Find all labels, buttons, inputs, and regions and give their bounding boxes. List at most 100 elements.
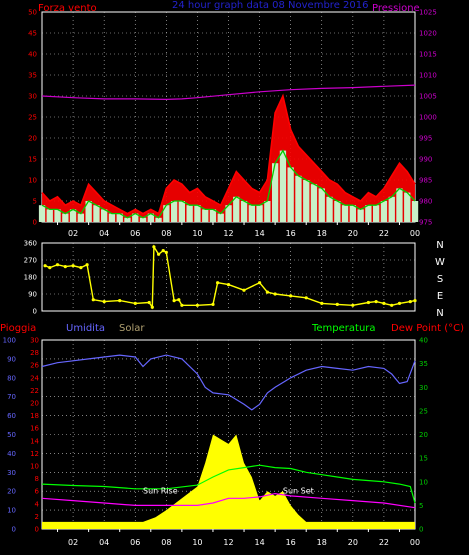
wind-speed-bar	[404, 192, 411, 222]
wind-y-tick-label: 10	[28, 177, 37, 185]
direction-point	[413, 299, 417, 303]
pressure-y-tick-label: 1000	[419, 114, 437, 122]
wind-gust-area	[42, 96, 415, 222]
direction-y-tick-label: 90	[28, 291, 37, 299]
wind-speed-bar	[240, 201, 248, 222]
pressure-y-tick-label: 1010	[419, 72, 437, 80]
wind-speed-bar	[209, 209, 217, 222]
wind-speed-bar	[178, 201, 185, 222]
wind-speed-bar	[116, 213, 123, 222]
direction-point	[351, 303, 355, 307]
wind-speed-bar	[62, 213, 69, 222]
climate-x-tick-label: 18	[317, 538, 327, 547]
wind-speed-bar	[194, 205, 201, 222]
pressure-line	[41, 84, 416, 101]
direction-y-tick-label: 180	[24, 274, 37, 282]
sunset-label: Sun Set	[283, 487, 314, 496]
wind-speed-bar	[46, 209, 53, 222]
pressure-y-tick-label: 1005	[419, 93, 437, 101]
sunrise-label: Sun Rise	[143, 487, 178, 496]
wind-speed-bar	[38, 205, 46, 222]
pressure-y-tick-label: 1025	[419, 9, 437, 17]
direction-point	[289, 294, 293, 298]
wind-x-tick-label: 18	[317, 229, 327, 238]
direction-point	[133, 301, 137, 305]
humidity-y-tick-label: 80	[7, 374, 16, 382]
legend-temperature: Temperatura	[311, 323, 376, 334]
climate-x-tick-label: 04	[99, 538, 109, 547]
wind-speed-bar	[217, 213, 224, 222]
wind-axis-title: Forza vento	[38, 3, 97, 14]
wind-speed-bar	[132, 213, 139, 222]
wind-x-tick-label: 02	[68, 229, 78, 238]
direction-point	[258, 281, 262, 285]
wind-speed-bar	[380, 201, 388, 222]
wind-axis-ticks: 0510152025303540455097598098599099510001…	[28, 9, 437, 239]
wind-average-line	[41, 149, 416, 219]
direction-point	[366, 300, 370, 305]
temperature-line	[41, 464, 416, 504]
direction-point	[195, 303, 199, 307]
direction-point	[304, 296, 308, 300]
direction-point	[177, 298, 181, 302]
direction-point	[408, 300, 412, 304]
wind-speed-bar	[85, 201, 92, 222]
rain-y-tick-label: 20	[30, 400, 39, 408]
climate-x-tick-label: 10	[192, 538, 202, 547]
temperature-y-tick-label: 25	[419, 407, 428, 415]
direction-point	[79, 266, 83, 270]
direction-points	[43, 244, 417, 310]
humidity-y-tick-label: 100	[3, 337, 16, 345]
rain-y-tick-label: 26	[30, 362, 39, 370]
compass-label: W	[435, 257, 445, 268]
legend-humidity: Umidita	[66, 323, 105, 334]
wind-speed-bar	[93, 205, 100, 222]
rain-y-tick-label: 16	[30, 425, 39, 433]
direction-y-tick-label: 0	[33, 308, 37, 316]
wind-speed-bar	[202, 209, 209, 222]
direction-point	[335, 302, 339, 306]
wind-y-tick-label: 35	[28, 72, 37, 80]
direction-point	[161, 249, 165, 253]
wind-speed-bar	[272, 163, 279, 222]
pressure-y-tick-label: 975	[419, 219, 432, 227]
wind-speed-bar	[108, 213, 116, 222]
temperature-y-tick-label: 15	[419, 455, 428, 463]
direction-point	[216, 281, 220, 285]
direction-point	[152, 245, 156, 249]
humidity-y-tick-label: 70	[7, 393, 16, 401]
compass-label: N	[436, 308, 443, 319]
wind-speed-bar	[357, 209, 364, 222]
climate-x-tick-label: 14	[254, 538, 264, 547]
wind-speed-bar	[225, 205, 232, 222]
temperature-y-tick-label: 0	[419, 526, 423, 534]
climate-x-tick-label: 08	[161, 538, 171, 547]
pressure-axis-title: Pressione	[372, 3, 420, 14]
pressure-y-tick-label: 1020	[419, 30, 437, 38]
pressure-y-tick-label: 980	[419, 198, 432, 206]
pressure-y-tick-label: 985	[419, 177, 432, 185]
wind-x-tick-label: 14	[254, 229, 264, 238]
direction-point	[118, 299, 122, 303]
rain-y-tick-label: 6	[35, 488, 40, 496]
wind-y-tick-label: 30	[28, 93, 37, 101]
wind-x-tick-label: 16	[286, 229, 296, 238]
direction-point	[55, 263, 60, 267]
wind-lines	[41, 84, 416, 219]
rain-y-tick-label: 12	[30, 450, 39, 458]
solar-area-fill	[42, 434, 415, 529]
rain-y-tick-label: 0	[35, 526, 39, 534]
rain-y-tick-label: 2	[35, 513, 39, 521]
chart-title: 24 hour graph data 08 Novembre 2016	[172, 0, 368, 11]
direction-point	[180, 303, 184, 307]
pressure-y-tick-label: 990	[419, 156, 432, 164]
humidity-y-tick-label: 10	[7, 507, 16, 515]
wind-speed-bar	[256, 205, 263, 222]
wind-panel: 0510152025303540455097598098599099510001…	[28, 9, 437, 239]
wind-speed-bar	[303, 180, 310, 222]
solar-area	[42, 434, 415, 529]
wind-speed-bar	[264, 201, 271, 222]
temperature-y-tick-label: 20	[419, 431, 428, 439]
humidity-y-tick-label: 20	[7, 488, 16, 496]
